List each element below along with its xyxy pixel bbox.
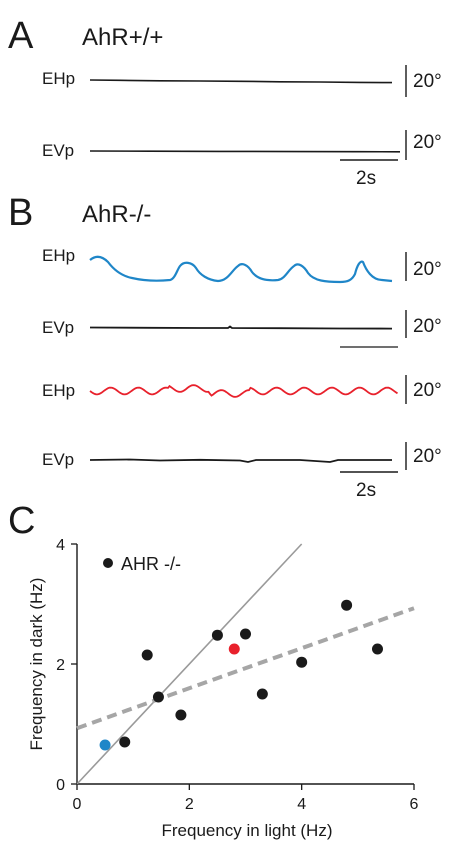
data-point (141, 649, 153, 661)
data-point (99, 739, 111, 751)
panel-a-trace-evp (89, 150, 401, 153)
panel-b-trace-2-scale-label: 20° (413, 316, 442, 337)
panel-a-trace-ehp (89, 79, 393, 84)
x-tick-label: 6 (410, 796, 419, 813)
panel-a-trace-2-scale-label: 20° (413, 132, 442, 153)
data-points (99, 599, 383, 751)
panel-b-trace-4-label: EVp (42, 450, 74, 469)
panel-b-trace-evp-1 (89, 325, 393, 330)
data-point (228, 643, 240, 655)
identity-line (76, 543, 303, 785)
panel-b-trace-2-label: EVp (42, 318, 74, 337)
panel-b-trace-1-label: EHp (42, 246, 75, 265)
y-tick-label: 0 (56, 777, 65, 794)
data-point (240, 628, 251, 640)
data-point (256, 688, 268, 700)
data-point (175, 709, 187, 721)
panel-b-time-scale-label: 2s (356, 480, 376, 501)
data-point (119, 736, 131, 748)
y-tick-label: 4 (56, 537, 65, 554)
legend-label: AHR -/- (121, 554, 181, 574)
panel-b-trace-evp-2 (89, 458, 392, 463)
data-point (296, 656, 308, 668)
panel-b-trace-4-scale-label: 20° (413, 446, 442, 467)
panel-b-trace-1-scale-label: 20° (413, 259, 442, 280)
panel-a: A AhR+/+ EHp 20° EVp 20° 2s (8, 15, 442, 189)
x-tick-label: 4 (297, 796, 306, 813)
panel-c-letter: C (8, 500, 35, 542)
panel-a-time-scale-label: 2s (356, 168, 376, 189)
panel-a-title: AhR+/+ (82, 24, 163, 51)
legend-marker (103, 558, 113, 568)
panel-b-trace-3-label: EHp (42, 381, 75, 400)
panel-c: C 0 2 4 6 0 2 4 AHR -/- Frequency in light (H… (8, 500, 419, 840)
x-tick-label: 2 (185, 796, 194, 813)
panel-a-trace-2-label: EVp (42, 141, 74, 160)
panel-b-trace-3-scale-label: 20° (413, 380, 442, 401)
data-point (211, 629, 223, 641)
panel-a-letter: A (8, 15, 34, 57)
panel-a-trace-1-scale-label: 20° (413, 71, 442, 92)
panel-b-title: AhR-/- (82, 201, 151, 228)
x-tick-label: 0 (73, 796, 82, 813)
y-ticks: 0 2 4 (56, 537, 77, 794)
panel-b-letter: B (8, 192, 33, 234)
y-axis-title: Frequency in dark (Hz) (27, 578, 46, 751)
data-point (371, 643, 383, 655)
panel-b-trace-ehp-blue (89, 255, 393, 284)
panel-b: B AhR-/- EHp 20° EVp 20° EHp 20° EVp 20°… (8, 192, 442, 501)
panel-a-trace-1-label: EHp (42, 69, 75, 88)
fit-lines (76, 543, 415, 785)
scatter-chart: 0 2 4 6 0 2 4 AHR -/- Frequency in light (Hz)… (27, 537, 419, 840)
x-axis-title: Frequency in light (Hz) (161, 821, 332, 840)
panel-b-trace-ehp-red (89, 384, 398, 398)
data-point (341, 599, 353, 611)
y-tick-label: 2 (56, 657, 65, 674)
x-ticks: 0 2 4 6 (73, 784, 419, 813)
data-point (152, 691, 164, 703)
regression-line (76, 606, 415, 731)
